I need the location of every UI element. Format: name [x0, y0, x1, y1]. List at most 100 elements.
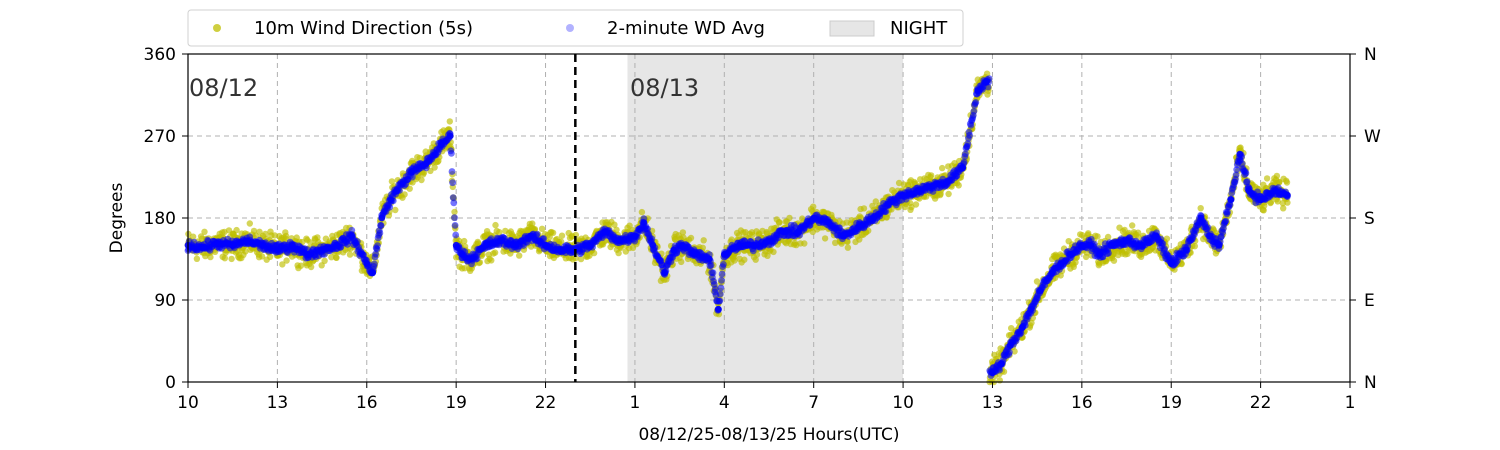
data-point-1-51 — [840, 232, 847, 240]
data-point-1-63 — [998, 360, 1005, 368]
data-point-1-16 — [393, 187, 400, 195]
y-tick-label-left-2: 180 — [144, 209, 176, 229]
data-point-1-17 — [408, 169, 415, 176]
point-0-39 — [201, 228, 208, 235]
point-1-316 — [377, 222, 385, 229]
point-0-1954 — [1011, 348, 1018, 355]
y-tick-label-left-1: 90 — [154, 291, 176, 311]
data-point-1-84 — [1236, 150, 1244, 158]
data-point-1-3 — [229, 241, 237, 249]
point-0-1013 — [613, 226, 620, 233]
data-point-1-60 — [974, 87, 981, 94]
point-0-524 — [406, 185, 413, 192]
point-0-512 — [401, 191, 408, 198]
point-1-1286 — [970, 108, 978, 115]
point-0-1166 — [678, 258, 685, 266]
data-point-1-37 — [661, 269, 669, 277]
point-0-233 — [283, 257, 290, 264]
point-0-1044 — [626, 222, 633, 229]
point-0-1798 — [945, 190, 952, 198]
point-0-654 — [461, 265, 468, 272]
data-point-1-70 — [1066, 251, 1074, 258]
data-point-1-4 — [244, 237, 252, 245]
data-point-1-69 — [1057, 260, 1065, 267]
point-0-814 — [529, 220, 536, 227]
point-0-1559 — [844, 238, 851, 246]
point-0-2246 — [1134, 229, 1142, 236]
day-label-0: 08/12 — [189, 74, 258, 102]
data-point-1-58 — [944, 178, 952, 186]
y-tick-label-right-4: N — [1364, 45, 1377, 65]
point-0-1384 — [770, 248, 777, 256]
point-0-267 — [297, 262, 305, 269]
point-0-583 — [431, 164, 438, 171]
point-0-87 — [221, 255, 228, 262]
point-0-232 — [282, 232, 290, 240]
data-point-1-34 — [631, 232, 639, 240]
data-point-1-32 — [601, 228, 609, 236]
point-0-1315 — [741, 256, 748, 263]
data-point-1-10 — [333, 241, 341, 249]
data-point-1-72 — [1087, 241, 1095, 249]
point-0-727 — [492, 221, 499, 229]
point-0-1946 — [1008, 325, 1015, 332]
point-0-1598 — [860, 205, 868, 212]
point-0-291 — [307, 263, 315, 271]
point-1-277 — [353, 238, 361, 245]
point-0-2232 — [1129, 222, 1136, 229]
data-point-1-1 — [199, 243, 207, 251]
data-point-1-54 — [884, 200, 892, 208]
point-1-759 — [648, 235, 656, 243]
point-0-653 — [461, 237, 468, 245]
data-point-1-66 — [1027, 305, 1035, 313]
x-tick-label-3: 19 — [445, 393, 467, 413]
point-0-884 — [558, 232, 566, 239]
legend: 10m Wind Direction (5s) 2-minute WD Avg … — [187, 9, 964, 47]
point-0-1292 — [731, 257, 738, 264]
data-point-1-67 — [1036, 287, 1044, 295]
point-1-1698 — [1222, 217, 1230, 225]
data-point-1-23 — [467, 255, 475, 263]
point-1-436 — [451, 214, 458, 222]
point-0-2221 — [1124, 250, 1131, 258]
data-point-1-82 — [1215, 241, 1223, 249]
x-tick-label-4: 22 — [535, 393, 557, 413]
day-label-1: 08/13 — [630, 74, 699, 102]
point-1-1705 — [1226, 201, 1234, 209]
point-1-1279 — [966, 131, 973, 139]
point-1-434 — [449, 194, 457, 202]
legend-marker-wind-direction — [213, 24, 221, 32]
point-0-175 — [258, 253, 266, 260]
data-point-1-78 — [1167, 260, 1175, 267]
point-0-1170 — [679, 229, 687, 236]
point-0-882 — [557, 238, 565, 245]
data-point-1-42 — [714, 305, 722, 313]
point-0-736 — [496, 229, 503, 236]
data-point-1-75 — [1123, 237, 1130, 245]
point-0-1457 — [801, 240, 808, 247]
point-0-2574 — [1273, 172, 1281, 180]
grid-layer — [188, 54, 1350, 382]
point-1-1272 — [962, 150, 969, 158]
point-0-2098 — [1072, 259, 1079, 266]
data-point-1-59 — [959, 164, 967, 172]
x-tick-label-12: 22 — [1250, 393, 1272, 413]
point-0-552 — [418, 176, 425, 184]
point-0-194 — [266, 253, 274, 260]
data-point-1-81 — [1206, 232, 1214, 240]
point-0-490 — [392, 206, 399, 214]
series-layer — [184, 70, 1291, 386]
point-1-1276 — [964, 140, 972, 148]
x-tick-label-2: 16 — [356, 393, 378, 413]
point-0-1398 — [776, 219, 783, 226]
data-point-1-41 — [706, 255, 713, 263]
point-1-870 — [716, 297, 724, 305]
data-point-1-76 — [1138, 241, 1145, 249]
y-tick-label-right-0: N — [1364, 373, 1377, 393]
point-1-330 — [386, 203, 394, 211]
x-tick-label-10: 16 — [1071, 393, 1093, 413]
legend-label-night: NIGHT — [890, 18, 948, 39]
data-point-1-24 — [482, 241, 490, 249]
data-point-1-79 — [1182, 246, 1190, 254]
point-1-876 — [720, 261, 727, 268]
